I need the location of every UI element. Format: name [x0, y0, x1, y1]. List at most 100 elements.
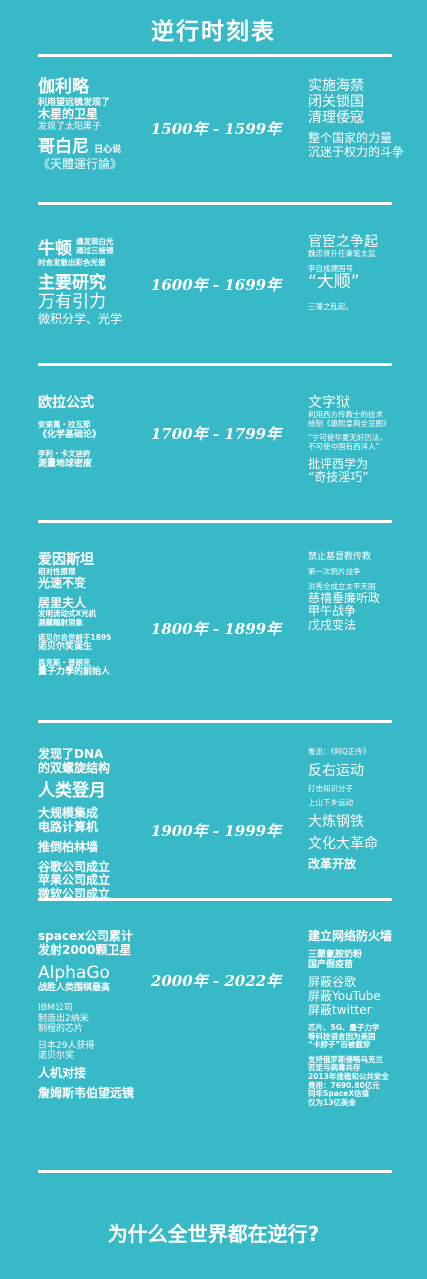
item: 清理倭寇	[308, 110, 364, 127]
item: 的双螺旋结构	[38, 760, 111, 775]
item: 日心说	[94, 145, 122, 156]
item: 欧拉公式	[38, 395, 94, 411]
item: 制造出2纳米	[38, 1013, 89, 1024]
item: 禁止基督教传教	[308, 552, 372, 562]
item: 第一次鸦片战争	[308, 567, 361, 577]
item: 打击知识分子	[308, 783, 353, 793]
era-left-science: 发现了DNA 的双螺旋结构 人类登月 大规模集成 电路计算机 推倒柏林墙 谷歌公…	[38, 747, 158, 902]
item: 时会发散出彩色光谱	[38, 258, 106, 267]
era-left-science: 牛顿 通发现白光 通过三棱镜 时会发散出彩色光谱 主要研究 万有引力 微积分学、…	[38, 234, 158, 327]
item: 量子力學的創始人	[38, 667, 111, 678]
divider	[38, 898, 392, 901]
item: 牛顿	[38, 239, 72, 259]
item: “奇技淫巧”	[308, 470, 369, 485]
item: 通过三棱镜	[76, 245, 114, 255]
item: 上山下乡运动	[308, 798, 353, 808]
item: 詹姆斯韦伯望远镜	[38, 1086, 135, 1100]
item: 微软公司成立	[38, 887, 111, 902]
item: 三藩之乱起。	[308, 301, 353, 311]
item: 測量地球密度	[38, 458, 93, 469]
item: 主要研究	[38, 272, 106, 293]
item: 人机对接	[38, 1066, 87, 1081]
item: 李自成建国号	[308, 263, 353, 273]
item: 诺贝尔去世前于1895	[38, 632, 112, 642]
item: 电路计算机	[38, 819, 99, 834]
item: 支持俄罗斯侵略乌克兰	[308, 1054, 383, 1064]
item: 万有引力	[38, 292, 106, 313]
item: 诺贝尔奖	[38, 1050, 75, 1061]
item: 利用望远镜发现了	[38, 97, 111, 108]
item: 光速不变	[38, 575, 87, 590]
item: 推倒柏林墙	[38, 839, 99, 854]
item: 制程的芯片	[38, 1024, 84, 1035]
era-left-science: 爱因斯坦 相对性原理 光速不变 居里夫人 发明流动式X光机 測藏輻射現象 诺贝尔…	[38, 552, 158, 678]
item: “宁可使华夏无好历法，	[308, 433, 387, 443]
item: 慈禧垂廉听政	[308, 590, 381, 605]
item: 哥白尼	[38, 137, 89, 158]
era-left-science: 欧拉公式 安東萬・拉瓦節 《化学基础论》 李利・卡文迪許 測量地球密度	[38, 395, 158, 469]
item: 不可使中国有西洋人”	[308, 441, 380, 451]
item: 文字狱	[308, 395, 350, 411]
item: 沉迷于权力的斗争	[308, 145, 405, 160]
item: 洪秀全成立太平天国	[308, 581, 376, 591]
item: 仅为13亿美金	[308, 1097, 356, 1107]
footer-question: 为什么全世界都在逆行?	[107, 1222, 320, 1246]
divider	[38, 202, 392, 205]
item: 大炼钢铁	[308, 813, 364, 830]
item: 否定与病毒共存	[308, 1063, 361, 1073]
item: 谷歌公司成立	[38, 859, 111, 874]
item: “大顺”	[308, 272, 360, 293]
era-years: 1900年 - 1999年	[150, 822, 282, 840]
item: 魏忠贤升任秉笔太监	[308, 249, 376, 259]
item: 芯片、5G、量子力学	[308, 1022, 380, 1032]
item: 安東萬・拉瓦節	[38, 420, 91, 430]
item: 屏蔽谷歌	[308, 975, 357, 990]
item: “卡脖子”而被截穿	[308, 1040, 371, 1050]
era-years: 2000年 - 2022年	[150, 972, 282, 990]
item: 费用：7690.80亿元	[308, 1080, 380, 1090]
item: 《天體運行論》	[38, 156, 123, 171]
item: 苹果公司成立	[38, 873, 111, 888]
era-years: 1800年 - 1899年	[150, 620, 282, 638]
item: 绘制《康熙皇舆全览图》	[308, 418, 391, 428]
era-right-china: 实施海禁 闭关锁国 清理倭寇 整个国家的力量 沉迷于权力的斗争	[308, 78, 423, 160]
item: 利用西方传教士的技术	[308, 410, 383, 420]
page-title: 逆行时刻表	[151, 19, 276, 45]
divider	[38, 520, 392, 523]
era-left-science: spacex公司累计 发射2000颗卫星 AlphaGo 战胜人类围棋最高 IB…	[38, 929, 158, 1101]
item: 居里夫人	[38, 595, 87, 610]
divider	[38, 720, 392, 723]
item: 木星的卫星	[38, 106, 99, 121]
era-years: 1500年 - 1599年	[150, 120, 282, 138]
item: 鲁迅：《阿Q正传》	[308, 747, 371, 756]
item: 爱因斯坦	[38, 552, 94, 568]
item: 戊戌变法	[308, 618, 357, 633]
item: 同年SpaceX估值	[308, 1089, 370, 1099]
item: 測藏輻射現象	[38, 617, 83, 627]
divider	[38, 54, 392, 57]
item: 屏蔽twitter	[308, 1003, 372, 1018]
item: IBM公司	[38, 1003, 73, 1014]
item: 诺贝尔奖诞生	[38, 642, 93, 653]
item: 2013年维稳和公共安全	[308, 1072, 389, 1081]
item: 建立网络防火墙	[308, 929, 393, 943]
item: 发明流动式X光机	[38, 609, 97, 619]
item: 大规模集成	[38, 806, 99, 821]
item: 国产假疫苗	[308, 960, 354, 971]
item: 发现了太阳黑子	[38, 121, 102, 132]
era-right-china: 文字狱 利用西方传教士的技术 绘制《康熙皇舆全览图》 “宁可使华夏无好历法， 不…	[308, 395, 423, 485]
item: spacex公司累计	[38, 929, 133, 943]
item: 屏蔽YouTube	[308, 989, 381, 1004]
item: 微积分学、光学	[38, 311, 123, 326]
item: 实施海禁	[308, 78, 364, 94]
item: 战胜人类围棋最高	[38, 983, 111, 994]
era-right-china: 官宦之争起 魏忠贤升任秉笔太监 李自成建国号 “大顺” 三藩之乱起。	[308, 234, 423, 312]
item: 批评西学为	[308, 456, 369, 471]
item: 人类登月	[38, 780, 106, 801]
item: 发射2000颗卫星	[38, 942, 132, 957]
era-left-science: 伽利略 利用望远镜发现了 木星的卫星 发现了太阳黑子 哥白尼 日心说 《天體運行…	[38, 77, 158, 171]
item: 发现了DNA	[38, 747, 104, 761]
era-years: 1600年 - 1699年	[150, 276, 282, 294]
item: 闭关锁国	[308, 94, 364, 111]
item: 《化学基础论》	[38, 429, 102, 440]
